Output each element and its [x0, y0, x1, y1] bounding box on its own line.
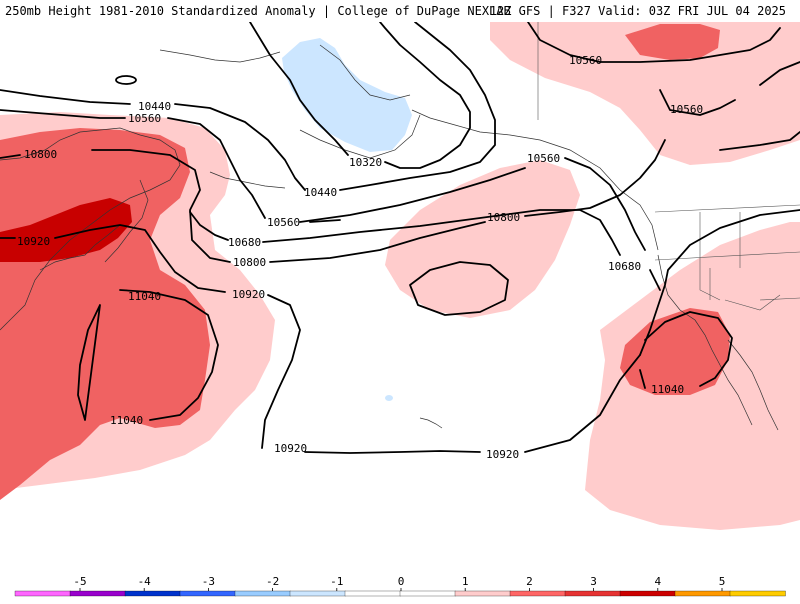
label-10800-e: 10800: [487, 211, 520, 224]
anomaly-dark-red: [0, 198, 132, 262]
contour-10440-west: [0, 89, 306, 191]
contour-11040-west: [77, 289, 219, 421]
contour-10680: [189, 209, 661, 291]
colorbar-swatch: [674, 590, 731, 597]
contour-10800-west: [0, 149, 231, 263]
contour-10800-center: [269, 139, 666, 263]
colorbar-swatch: [289, 590, 346, 597]
colorbar-swatch: [564, 590, 621, 597]
contour-10560-ne: [527, 22, 781, 63]
anomaly-colorbar: -5 -4 -3 -2 -1 0 1 2 3 4 5: [0, 572, 800, 600]
contour-10920-west: [0, 224, 301, 449]
anomaly-light-blue: [282, 38, 412, 401]
colorbar-swatch: [69, 590, 126, 597]
map-canvas: 10440 10560 10800 10920 11040 11040 1032…: [0, 22, 800, 572]
height-contours: [0, 22, 800, 454]
label-10920-s2: 10920: [486, 448, 519, 461]
label-11040-w-bottom: 11040: [110, 414, 143, 427]
colorbar-tick-label: -5: [73, 575, 86, 588]
label-10680-e: 10680: [608, 260, 641, 273]
colorbar-swatch: [454, 590, 511, 597]
colorbar-tick-label: 2: [526, 575, 533, 588]
colorbar-swatch: [14, 590, 71, 597]
colorbar-swatch: [179, 590, 236, 597]
colorbar-tick-label: 0: [398, 575, 405, 588]
colorbar-swatch: [509, 590, 566, 597]
colorbar-svg: -5 -4 -3 -2 -1 0 1 2 3 4 5: [14, 575, 786, 597]
colorbar-swatch: [234, 590, 291, 597]
contour-10920-south: [304, 354, 641, 454]
label-10560-ne2: 10560: [670, 103, 703, 116]
label-10800-w: 10800: [24, 148, 57, 161]
label-10680-c: 10680: [228, 236, 261, 249]
label-10440-c: 10440: [304, 186, 337, 199]
colorbar-swatch: [619, 590, 676, 597]
colorbar-swatch: [344, 590, 401, 597]
label-10800-c: 10800: [233, 256, 266, 269]
contour-10560-ne2: [659, 89, 736, 116]
colorbar-swatch: [729, 590, 786, 597]
contour-10800-closed: [409, 261, 509, 316]
contour-11040-east: [639, 311, 733, 389]
map-header: 250mb Height 1981-2010 Standardized Anom…: [0, 0, 800, 22]
contour-10920-east: [639, 209, 800, 356]
label-10560-ne: 10560: [569, 54, 602, 67]
colorbar-tick-label: 5: [719, 575, 726, 588]
contour-10320: [249, 22, 471, 169]
colorbar-tick-label: -4: [138, 575, 152, 588]
label-10920-w: 10920: [17, 235, 50, 248]
map-title: 250mb Height 1981-2010 Standardized Anom…: [5, 4, 511, 18]
label-11040-w-top: 11040: [128, 290, 161, 303]
colorbar-tick-label: 4: [654, 575, 661, 588]
contour-10560-west: [0, 109, 341, 223]
label-10920-s1: 10920: [274, 442, 307, 455]
colorbar-tick-label: 1: [462, 575, 469, 588]
contour-10560-center: [299, 157, 646, 251]
colorbar-tick-label: -2: [266, 575, 279, 588]
label-10320: 10320: [349, 156, 382, 169]
model-run-info: 12Z GFS | F327 Valid: 03Z FRI JUL 04 202…: [489, 4, 786, 18]
label-10440-w: 10440: [138, 100, 171, 113]
colorbar-swatch: [124, 590, 181, 597]
contour-labels: 10440 10560 10800 10920 11040 11040 1032…: [17, 54, 703, 461]
label-10560-e: 10560: [527, 152, 560, 165]
contour-loop-small: [115, 75, 137, 85]
colorbar-tick-label: -3: [202, 575, 215, 588]
label-11040-e: 11040: [651, 383, 684, 396]
contour-east-arc: [719, 131, 800, 151]
contour-10680-ne: [759, 61, 800, 86]
colorbar-tick-label: -1: [330, 575, 343, 588]
anomaly-map: 10440 10560 10800 10920 11040 11040 1032…: [0, 22, 800, 572]
label-10560-c: 10560: [267, 216, 300, 229]
label-10920-c: 10920: [232, 288, 265, 301]
colorbar-tick-label: 3: [590, 575, 597, 588]
contour-10440-east: [339, 22, 496, 191]
label-10560-w: 10560: [128, 112, 161, 125]
colorbar-swatch: [399, 590, 456, 597]
